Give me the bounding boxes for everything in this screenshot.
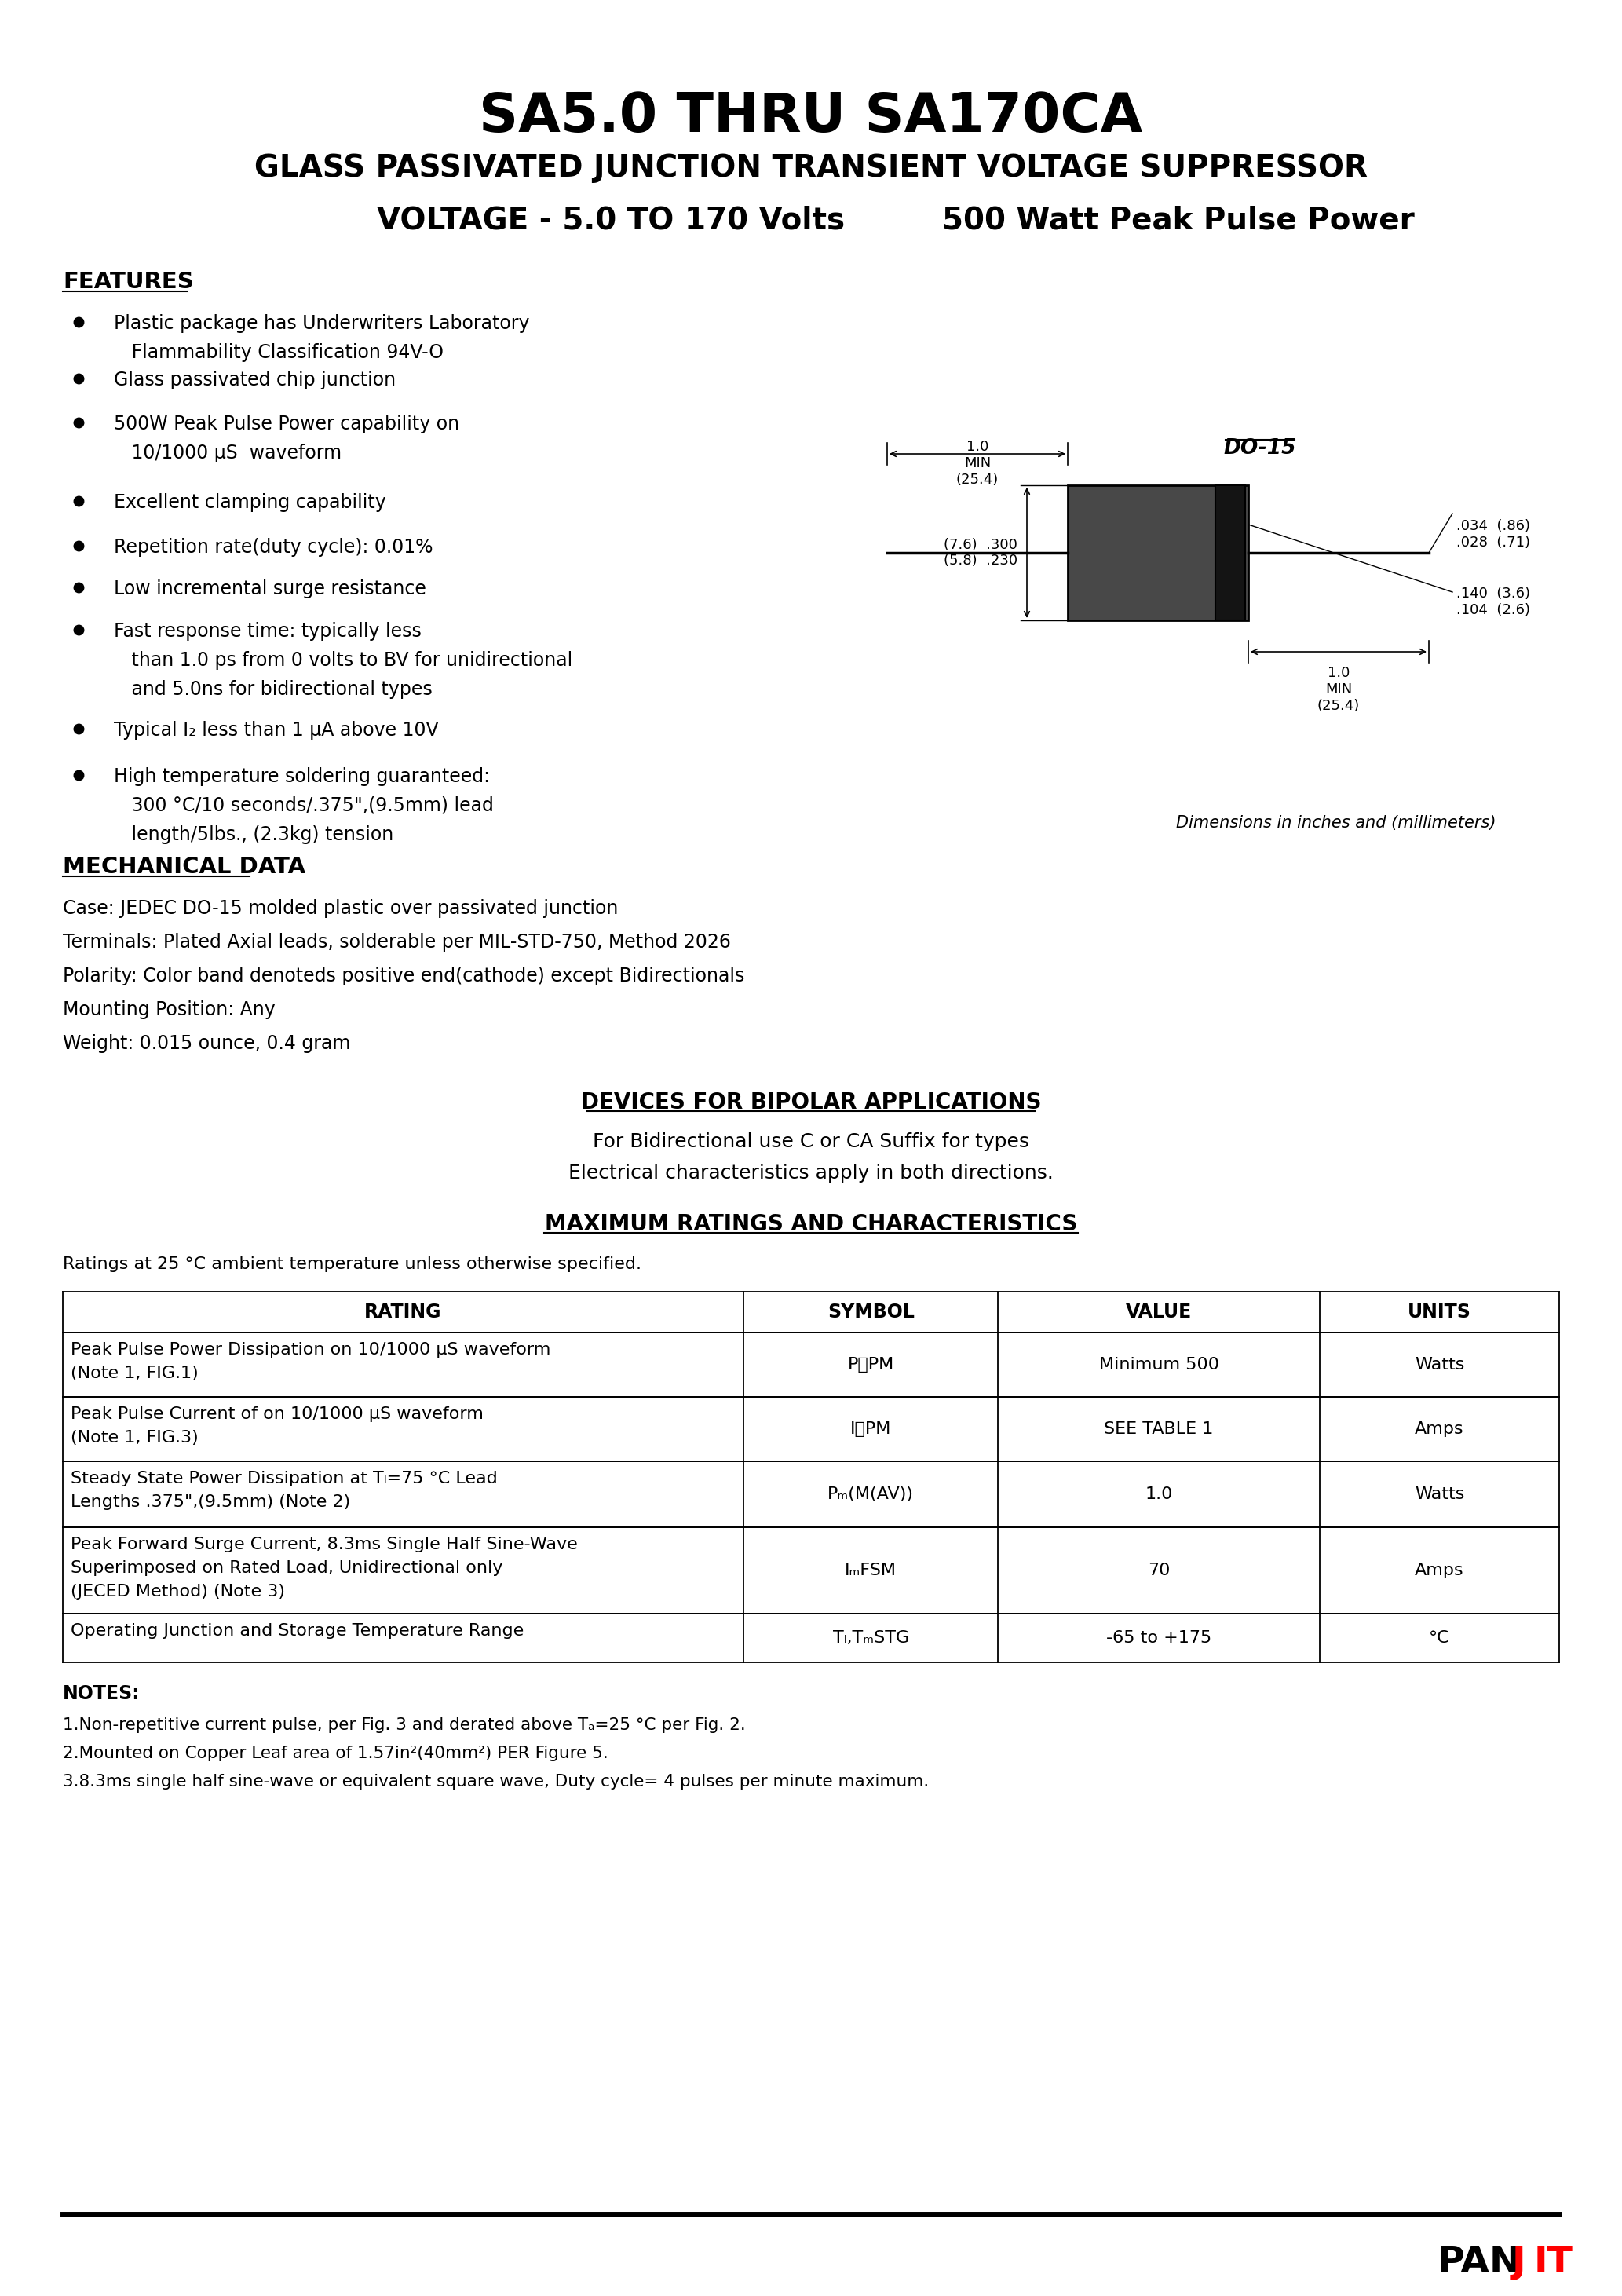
Text: VALUE: VALUE <box>1126 1302 1192 1322</box>
Text: 3.8.3ms single half sine-wave or equivalent square wave, Duty cycle= 4 pulses pe: 3.8.3ms single half sine-wave or equival… <box>63 1775 929 1789</box>
Text: Dimensions in inches and (millimeters): Dimensions in inches and (millimeters) <box>1176 815 1497 831</box>
Text: 1.0
MIN
(25.4): 1.0 MIN (25.4) <box>1317 666 1359 712</box>
Text: Superimposed on Rated Load, Unidirectional only: Superimposed on Rated Load, Unidirection… <box>71 1561 503 1575</box>
Text: DEVICES FOR BIPOLAR APPLICATIONS: DEVICES FOR BIPOLAR APPLICATIONS <box>581 1091 1041 1114</box>
Text: than 1.0 ps from 0 volts to BV for unidirectional: than 1.0 ps from 0 volts to BV for unidi… <box>114 652 573 670</box>
Text: 300 °C/10 seconds/.375",(9.5mm) lead: 300 °C/10 seconds/.375",(9.5mm) lead <box>114 797 493 815</box>
Text: 1.Non-repetitive current pulse, per Fig. 3 and derated above Tₐ=25 °C per Fig. 2: 1.Non-repetitive current pulse, per Fig.… <box>63 1717 746 1733</box>
Text: Minimum 500: Minimum 500 <box>1098 1357 1220 1373</box>
Text: High temperature soldering guaranteed:: High temperature soldering guaranteed: <box>114 767 490 785</box>
Text: Amps: Amps <box>1414 1421 1465 1437</box>
Text: 10/1000 µS  waveform: 10/1000 µS waveform <box>114 443 342 461</box>
Text: Fast response time: typically less: Fast response time: typically less <box>114 622 422 641</box>
Text: 500W Peak Pulse Power capability on: 500W Peak Pulse Power capability on <box>114 416 459 434</box>
Text: 70: 70 <box>1148 1564 1169 1577</box>
Text: Excellent clamping capability: Excellent clamping capability <box>114 494 386 512</box>
Text: For Bidirectional use C or CA Suffix for types: For Bidirectional use C or CA Suffix for… <box>592 1132 1030 1150</box>
Bar <box>1215 484 1246 620</box>
Text: Steady State Power Dissipation at Tₗ=75 °C Lead: Steady State Power Dissipation at Tₗ=75 … <box>71 1472 498 1486</box>
Text: Flammability Classification 94V-O: Flammability Classification 94V-O <box>114 342 443 363</box>
Text: DO-15: DO-15 <box>1223 439 1296 459</box>
Text: Repetition rate(duty cycle): 0.01%: Repetition rate(duty cycle): 0.01% <box>114 537 433 556</box>
Text: Typical I₂ less than 1 µA above 10V: Typical I₂ less than 1 µA above 10V <box>114 721 438 739</box>
Text: MAXIMUM RATINGS AND CHARACTERISTICS: MAXIMUM RATINGS AND CHARACTERISTICS <box>545 1212 1077 1235</box>
Text: SYMBOL: SYMBOL <box>827 1302 915 1322</box>
Text: Plastic package has Underwriters Laboratory: Plastic package has Underwriters Laborat… <box>114 315 529 333</box>
Text: (7.6)  .300
(5.8)  .230: (7.6) .300 (5.8) .230 <box>944 537 1017 567</box>
Text: I₝PM: I₝PM <box>850 1421 892 1437</box>
Text: (Note 1, FIG.3): (Note 1, FIG.3) <box>71 1430 198 1446</box>
Text: °C: °C <box>1429 1630 1450 1646</box>
Text: Peak Forward Surge Current, 8.3ms Single Half Sine-Wave: Peak Forward Surge Current, 8.3ms Single… <box>71 1536 577 1552</box>
Text: length/5lbs., (2.3kg) tension: length/5lbs., (2.3kg) tension <box>114 824 394 845</box>
Text: 1.0
MIN
(25.4): 1.0 MIN (25.4) <box>955 441 999 487</box>
Text: Ratings at 25 °C ambient temperature unless otherwise specified.: Ratings at 25 °C ambient temperature unl… <box>63 1256 641 1272</box>
Text: .034  (.86)
.028  (.71): .034 (.86) .028 (.71) <box>1457 519 1530 549</box>
Text: Low incremental surge resistance: Low incremental surge resistance <box>114 579 427 599</box>
Text: (Note 1, FIG.1): (Note 1, FIG.1) <box>71 1366 198 1382</box>
Text: 500 Watt Peak Pulse Power: 500 Watt Peak Pulse Power <box>942 207 1414 236</box>
Text: IₘFSM: IₘFSM <box>845 1564 897 1577</box>
Text: SEE TABLE 1: SEE TABLE 1 <box>1105 1421 1213 1437</box>
Text: .140  (3.6)
.104  (2.6): .140 (3.6) .104 (2.6) <box>1457 585 1530 618</box>
Text: RATING: RATING <box>365 1302 441 1322</box>
Text: Weight: 0.015 ounce, 0.4 gram: Weight: 0.015 ounce, 0.4 gram <box>63 1033 350 1054</box>
Text: Terminals: Plated Axial leads, solderable per MIL-STD-750, Method 2026: Terminals: Plated Axial leads, solderabl… <box>63 932 732 953</box>
Bar <box>1067 484 1249 620</box>
Text: Electrical characteristics apply in both directions.: Electrical characteristics apply in both… <box>568 1164 1054 1182</box>
Text: Watts: Watts <box>1414 1486 1465 1502</box>
Text: Tₗ,TₘSTG: Tₗ,TₘSTG <box>832 1630 908 1646</box>
Text: Peak Pulse Current of on 10/1000 µS waveform: Peak Pulse Current of on 10/1000 µS wave… <box>71 1407 483 1421</box>
Text: Peak Pulse Power Dissipation on 10/1000 µS waveform: Peak Pulse Power Dissipation on 10/1000 … <box>71 1341 550 1357</box>
Text: SA5.0 THRU SA170CA: SA5.0 THRU SA170CA <box>478 90 1144 142</box>
Text: Pₘ(M(AV)): Pₘ(M(AV)) <box>827 1486 915 1502</box>
Text: J: J <box>1512 2245 1526 2280</box>
Text: FEATURES: FEATURES <box>63 271 193 294</box>
Text: 2.Mounted on Copper Leaf area of 1.57in²(40mm²) PER Figure 5.: 2.Mounted on Copper Leaf area of 1.57in²… <box>63 1745 608 1761</box>
Text: Lengths .375",(9.5mm) (Note 2): Lengths .375",(9.5mm) (Note 2) <box>71 1495 350 1511</box>
Text: UNITS: UNITS <box>1408 1302 1471 1322</box>
Text: IT: IT <box>1534 2245 1573 2280</box>
Text: and 5.0ns for bidirectional types: and 5.0ns for bidirectional types <box>114 680 433 698</box>
Text: Operating Junction and Storage Temperature Range: Operating Junction and Storage Temperatu… <box>71 1623 524 1639</box>
Text: PAN: PAN <box>1437 2245 1521 2280</box>
Text: P₝PM: P₝PM <box>848 1357 894 1373</box>
Text: Polarity: Color band denoteds positive end(cathode) except Bidirectionals: Polarity: Color band denoteds positive e… <box>63 967 744 985</box>
Text: Amps: Amps <box>1414 1564 1465 1577</box>
Text: 1.0: 1.0 <box>1145 1486 1173 1502</box>
Text: GLASS PASSIVATED JUNCTION TRANSIENT VOLTAGE SUPPRESSOR: GLASS PASSIVATED JUNCTION TRANSIENT VOLT… <box>255 154 1367 184</box>
Text: Watts: Watts <box>1414 1357 1465 1373</box>
Text: (JECED Method) (Note 3): (JECED Method) (Note 3) <box>71 1584 285 1600</box>
Text: Glass passivated chip junction: Glass passivated chip junction <box>114 370 396 390</box>
Text: NOTES:: NOTES: <box>63 1685 139 1704</box>
Text: Mounting Position: Any: Mounting Position: Any <box>63 1001 276 1019</box>
Text: Case: JEDEC DO-15 molded plastic over passivated junction: Case: JEDEC DO-15 molded plastic over pa… <box>63 900 618 918</box>
Text: -65 to +175: -65 to +175 <box>1106 1630 1212 1646</box>
Text: VOLTAGE - 5.0 TO 170 Volts: VOLTAGE - 5.0 TO 170 Volts <box>376 207 845 236</box>
Text: MECHANICAL DATA: MECHANICAL DATA <box>63 856 305 877</box>
